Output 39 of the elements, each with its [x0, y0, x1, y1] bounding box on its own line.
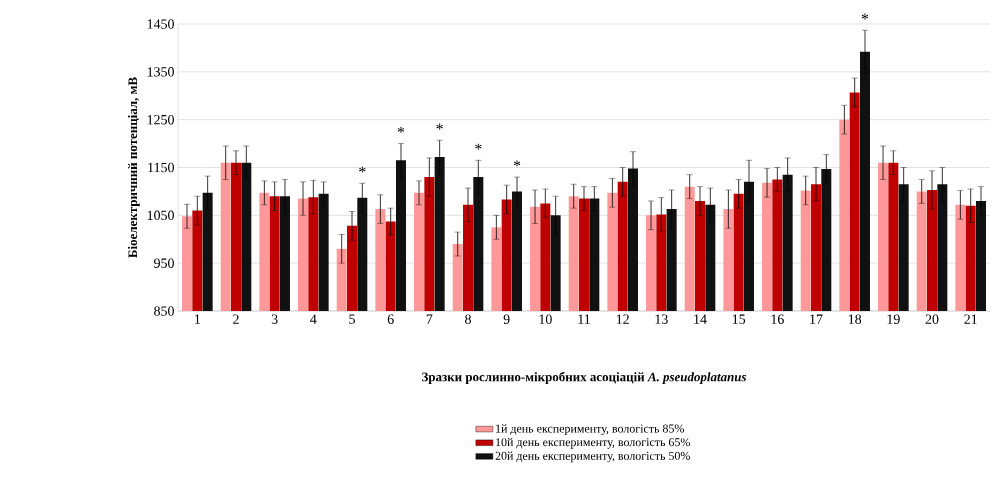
x-tick-label: 15 — [732, 314, 746, 324]
data-label: * — [513, 160, 521, 167]
x-tick-label: 5 — [349, 314, 355, 324]
x-tick-label: 21 — [964, 314, 977, 324]
x-tick-label: 18 — [848, 314, 862, 324]
y-tick-label: 1250 — [147, 114, 174, 125]
x-tick-label: 3 — [271, 314, 278, 324]
y-tick-label: 1150 — [148, 162, 174, 173]
y-tick-label: 1450 — [147, 19, 174, 29]
legend-label: 10й день експерименту, вологість 65% — [496, 437, 690, 449]
data-label: * — [397, 126, 405, 133]
x-tick-label: 13 — [655, 314, 668, 324]
x-tick-label: 6 — [387, 314, 394, 324]
x-tick-label: 14 — [694, 314, 707, 324]
x-tick-label: 19 — [887, 314, 900, 324]
x-tick-label: 2 — [233, 314, 239, 324]
y-tick-label: 850 — [154, 306, 174, 316]
data-label: * — [861, 13, 869, 20]
x-tick-label: 7 — [426, 314, 433, 324]
y-axis-title: Біоелектричний потенціал, мВ — [128, 77, 140, 258]
x-tick-label: 9 — [503, 314, 510, 324]
x-tick-label: 4 — [310, 314, 317, 324]
x-tick-label: 8 — [465, 314, 471, 324]
x-tick-label: 16 — [771, 314, 784, 324]
x-tick-label: 10 — [539, 314, 552, 324]
data-label: * — [475, 143, 482, 150]
legend-label: 1й день експерименту, вологість 85% — [496, 424, 684, 436]
y-tick-label: 1350 — [147, 67, 174, 77]
x-tick-label: 20 — [925, 314, 939, 324]
x-axis-title: Зразки рослинно-мікробних асоціацій A. pseudoplatanus — [422, 371, 747, 384]
y-tick-label: 950 — [154, 258, 174, 268]
x-tick-label: 17 — [810, 314, 823, 324]
data-label: * — [436, 123, 443, 130]
x-tick-label: 1 — [195, 314, 200, 324]
y-tick-label: 1050 — [147, 210, 174, 221]
legend-label: 20й день експерименту, вологість 50% — [495, 451, 690, 463]
data-label: * — [359, 166, 366, 173]
x-tick-label: 12 — [616, 314, 629, 324]
x-tick-label: 11 — [578, 314, 590, 324]
